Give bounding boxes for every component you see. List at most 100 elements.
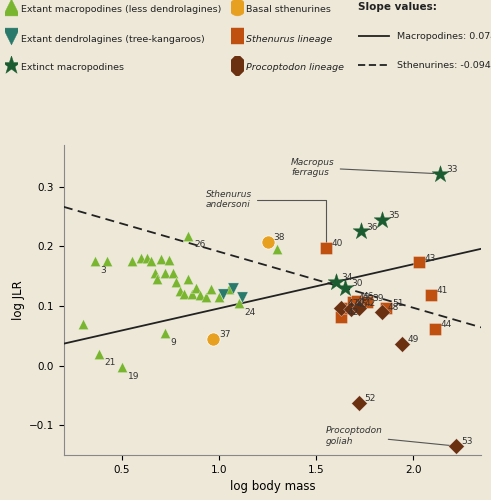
- Point: [143, 254, 151, 262]
- Point: [80, 320, 87, 328]
- Point: [347, 305, 355, 313]
- Point: [398, 340, 406, 347]
- Text: 51: 51: [392, 299, 404, 308]
- Text: 37: 37: [219, 330, 231, 339]
- Point: [345, 304, 353, 312]
- Point: [337, 312, 345, 320]
- Text: 44: 44: [440, 320, 452, 329]
- Point: [219, 290, 227, 298]
- Point: [349, 298, 357, 306]
- Text: 36: 36: [367, 222, 378, 232]
- Point: [103, 258, 110, 266]
- Text: 9: 9: [170, 338, 176, 346]
- Text: 52: 52: [365, 394, 376, 404]
- Text: 53: 53: [462, 438, 473, 446]
- Text: 41: 41: [436, 286, 448, 296]
- Point: [128, 258, 136, 266]
- Point: [436, 170, 444, 177]
- Point: [452, 442, 460, 450]
- Point: [184, 232, 192, 239]
- Point: [7, 32, 15, 40]
- Text: 38: 38: [273, 234, 285, 242]
- Point: [337, 304, 345, 312]
- Text: 42: 42: [347, 308, 358, 317]
- Point: [209, 335, 217, 343]
- Point: [363, 298, 371, 306]
- Text: 46: 46: [363, 292, 374, 302]
- Point: [233, 32, 241, 40]
- Text: Macropus
ferragus: Macropus ferragus: [291, 158, 434, 178]
- Text: 26: 26: [194, 240, 205, 250]
- Point: [188, 290, 196, 298]
- Text: 24: 24: [245, 308, 256, 317]
- Point: [7, 61, 15, 69]
- Point: [322, 244, 330, 252]
- Text: Macropodines: 0.074: Macropodines: 0.074: [397, 32, 491, 41]
- Point: [415, 258, 423, 266]
- Point: [91, 258, 99, 266]
- Text: Extinct macropodines: Extinct macropodines: [21, 64, 124, 72]
- Point: [378, 216, 386, 224]
- Text: Procoptodon
goliah: Procoptodon goliah: [326, 426, 453, 446]
- Point: [382, 304, 390, 312]
- Point: [233, 61, 241, 69]
- Point: [164, 256, 172, 264]
- Point: [431, 324, 438, 332]
- Point: [239, 293, 246, 301]
- Point: [273, 246, 281, 254]
- Text: 40: 40: [332, 240, 343, 248]
- Text: Sthenurus lineage: Sthenurus lineage: [246, 34, 333, 43]
- Point: [168, 269, 176, 277]
- Text: 47: 47: [355, 299, 366, 308]
- Point: [355, 399, 363, 407]
- Text: Sthenurus
andersoni: Sthenurus andersoni: [206, 190, 326, 246]
- Text: 19: 19: [128, 372, 139, 381]
- Point: [331, 278, 339, 286]
- Point: [235, 299, 243, 307]
- Text: 49: 49: [408, 334, 419, 344]
- Text: Sthenurines: -0.094: Sthenurines: -0.094: [397, 61, 491, 70]
- Point: [264, 238, 272, 246]
- Y-axis label: log JLR: log JLR: [12, 280, 25, 320]
- Point: [161, 329, 169, 337]
- Point: [233, 3, 241, 11]
- Point: [151, 269, 159, 277]
- Text: Slope values:: Slope values:: [358, 2, 437, 12]
- Point: [355, 304, 363, 312]
- X-axis label: log body mass: log body mass: [230, 480, 315, 494]
- Point: [353, 297, 361, 305]
- Text: Extant dendrolagines (tree-kangaroos): Extant dendrolagines (tree-kangaroos): [21, 34, 204, 43]
- Text: Extant macropodines (less dendrolagines): Extant macropodines (less dendrolagines): [21, 6, 221, 15]
- Text: 30: 30: [351, 280, 363, 288]
- Point: [118, 364, 126, 372]
- Text: 47: 47: [347, 299, 358, 308]
- Point: [7, 3, 15, 11]
- Text: 35: 35: [388, 210, 400, 220]
- Text: 21: 21: [105, 358, 116, 368]
- Point: [215, 293, 223, 301]
- Point: [225, 286, 233, 294]
- Text: 45: 45: [359, 293, 370, 302]
- Point: [184, 275, 192, 283]
- Text: 33: 33: [446, 165, 458, 174]
- Point: [157, 256, 165, 264]
- Text: Procoptodon lineage: Procoptodon lineage: [246, 64, 345, 72]
- Point: [180, 290, 188, 298]
- Point: [357, 228, 365, 235]
- Point: [341, 284, 349, 292]
- Text: 45: 45: [357, 300, 368, 309]
- Point: [161, 269, 169, 277]
- Text: Basal sthenurines: Basal sthenurines: [246, 6, 331, 15]
- Point: [172, 278, 180, 286]
- Point: [202, 293, 210, 301]
- Text: 48: 48: [388, 303, 399, 312]
- Point: [378, 308, 386, 316]
- Text: 39: 39: [373, 294, 384, 302]
- Text: 34: 34: [341, 274, 353, 282]
- Point: [192, 284, 200, 292]
- Point: [427, 291, 435, 299]
- Point: [196, 291, 204, 299]
- Text: 42: 42: [365, 299, 376, 308]
- Point: [207, 286, 215, 294]
- Point: [176, 287, 184, 295]
